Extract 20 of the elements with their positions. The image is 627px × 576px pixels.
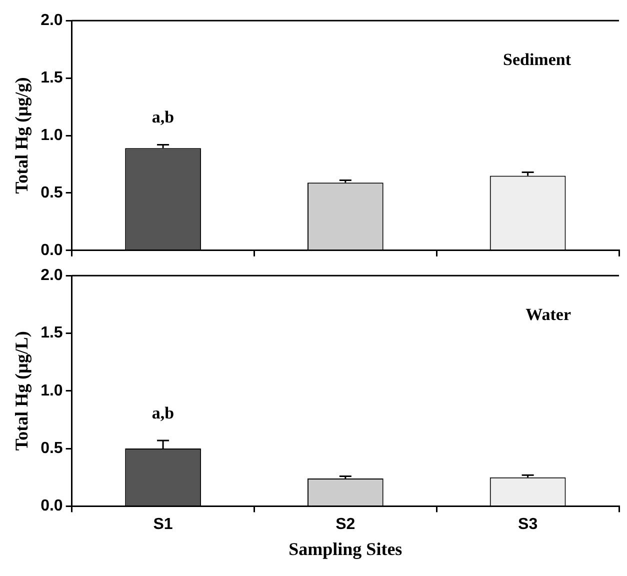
y-tick-label: 1.5 [40,69,63,86]
y-tick-label: 1.0 [40,382,63,400]
y-tick-label: 2.0 [40,267,63,284]
annotation: Water [526,304,572,324]
y-tick-label: 0.0 [40,242,63,259]
x-tick-label: S1 [153,516,173,534]
y-tick-label: 0.5 [40,184,63,202]
annotation: a,b [152,403,174,422]
annotation: a,b [152,108,174,127]
y-axis-title: Total Hg (μg/L) [11,331,32,451]
y-tick-label: 2.0 [40,12,63,30]
x-tick-label: S3 [518,516,538,534]
x-tick-label: S2 [336,516,356,534]
y-tick-label: 1.5 [40,324,63,342]
y-tick-label: 1.0 [40,126,63,144]
y-axis-title: Total Hg (μg/g) [11,77,32,194]
y-tick-label: 0.5 [40,440,63,457]
x-axis-title: Sampling Sites [288,538,402,559]
annotation: Sediment [503,50,572,69]
y-tick-label: 0.0 [40,498,63,515]
